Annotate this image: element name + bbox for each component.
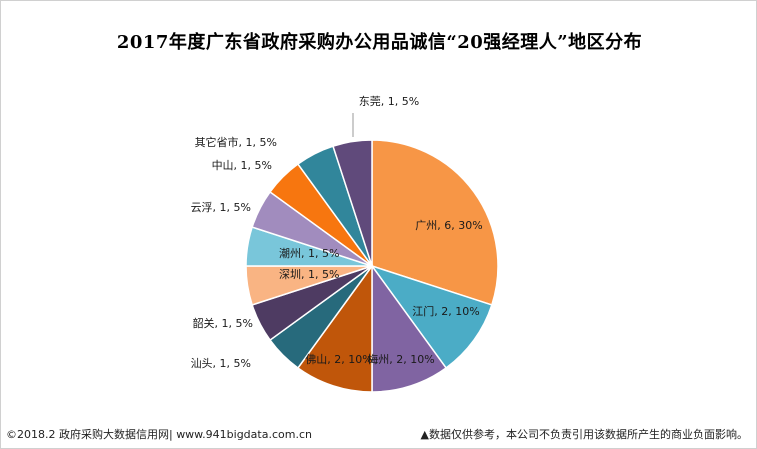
pie-slice-梅州: [371, 263, 448, 393]
data-label-汕头: 汕头, 1, 5%: [191, 357, 251, 370]
pie-slices: [245, 139, 499, 393]
chart-title: 2017年度广东省政府采购办公用品诚信“20强经理人”地区分布: [116, 32, 643, 53]
footer-copyright: ©2018.2 政府采购大数据信用网| www.941bigdata.com.c…: [6, 428, 312, 441]
data-label-潮州: 潮州, 1, 5%: [279, 246, 339, 260]
data-label-中山: 中山, 1, 5%: [212, 159, 272, 172]
data-label-梅州: 梅州, 2, 10%: [367, 352, 434, 366]
data-label-江门: 江门, 2, 10%: [412, 304, 479, 318]
data-label-深圳: 深圳, 1, 5%: [279, 268, 339, 281]
pie-slice-广州: [371, 139, 499, 306]
data-label-广州: 广州, 6, 30%: [415, 219, 482, 232]
data-labels: 广州, 6, 30% 江门, 2, 10% 梅州, 2, 10%佛山, 2, 10%…: [191, 95, 483, 370]
pie-slice-江门: [370, 264, 493, 369]
footer-disclaimer: ▲数据仅供参考，本公司不负责引用该数据所产生的商业负面影响。: [420, 428, 748, 441]
data-label-其它省市: 其它省市, 1, 5%: [195, 135, 277, 149]
data-label-韶关: 韶关, 1, 5%: [193, 316, 253, 330]
data-label-云浮: 云浮, 1, 5%: [191, 201, 251, 214]
pie-slice-佛山: [296, 263, 373, 393]
data-label-东莞: 东莞, 1, 5%: [359, 95, 419, 108]
data-label-佛山: 佛山, 2, 10%: [305, 353, 372, 366]
pie-slice-东莞: [332, 139, 373, 267]
